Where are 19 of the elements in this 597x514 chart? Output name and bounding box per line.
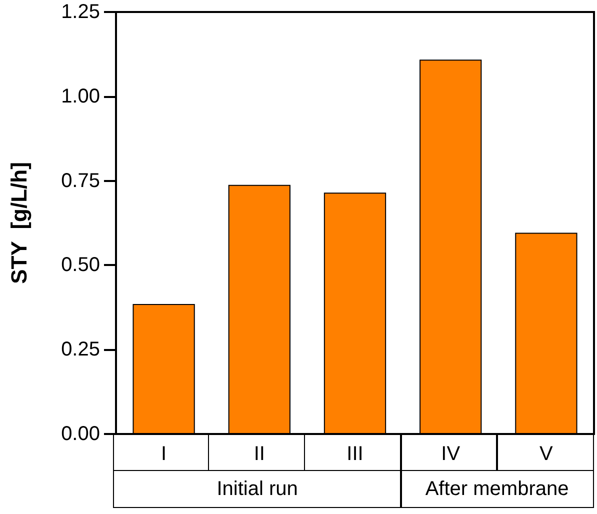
y-tick-label: 0.25 [61,338,100,361]
x-tick-label: IV [441,443,461,465]
x-tick-label: I [161,443,167,465]
bar [515,232,578,434]
bar [324,192,386,434]
text: Initial run [113,471,402,508]
y-axis-title: STY [g/L/h] [6,162,32,284]
text: After membrane [400,471,594,508]
bar [132,304,195,434]
y-tick-label: 1.25 [61,1,100,23]
x-tick-label: III [346,443,364,465]
y-tick-label: 0.50 [61,254,100,276]
bar [228,184,290,434]
x-tick-label: V [540,443,554,465]
y-tick-label: 0.75 [61,170,100,192]
x-tick-label: II [254,443,265,465]
y-tick-label: 1.00 [61,85,100,108]
bar [420,60,482,434]
y-tick-label: 0.00 [61,423,100,445]
